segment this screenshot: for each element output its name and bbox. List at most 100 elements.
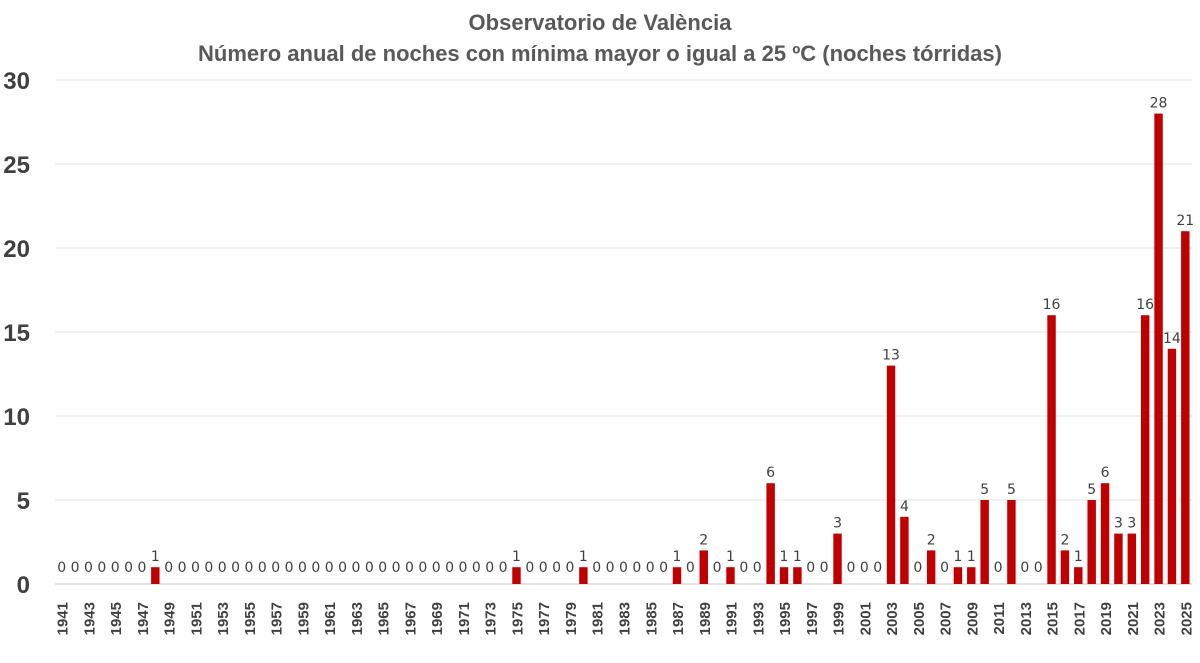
x-tick-label: 1975	[509, 602, 526, 635]
data-label: 0	[713, 560, 722, 576]
data-label: 0	[739, 560, 748, 576]
x-tick-label: 1959	[295, 602, 312, 635]
data-label: 5	[1007, 482, 1016, 498]
data-label: 1	[726, 549, 735, 565]
gridlines	[55, 79, 1192, 585]
x-tick-label: 1961	[322, 602, 339, 635]
bar	[779, 567, 789, 584]
data-label: 3	[833, 516, 842, 532]
data-label: 1	[673, 549, 682, 565]
y-tick-label: 30	[3, 68, 30, 95]
data-label: 16	[1136, 297, 1154, 313]
x-tick-label: 2001	[857, 602, 874, 635]
x-tick-label: 1989	[697, 602, 714, 635]
bar	[980, 500, 989, 584]
data-label: 0	[846, 560, 855, 576]
y-tick-label: 0	[17, 572, 30, 599]
data-label: 0	[860, 560, 869, 576]
data-label: 14	[1163, 331, 1181, 347]
x-tick-label: 1963	[349, 602, 366, 635]
data-label: 0	[84, 560, 93, 576]
x-tick-label: 1995	[777, 602, 794, 635]
data-label: 1	[780, 549, 789, 565]
x-tick-label: 1993	[750, 602, 767, 635]
data-label: 0	[940, 560, 949, 576]
x-tick-label: 1977	[536, 602, 553, 635]
x-tick-label: 2015	[1045, 602, 1062, 635]
bar	[1114, 533, 1123, 584]
x-tick-label: 1955	[242, 602, 259, 635]
data-label: 0	[392, 560, 401, 576]
data-label: 0	[873, 560, 882, 576]
x-tick-label: 1965	[376, 602, 393, 635]
data-label: 1	[579, 549, 588, 565]
bar	[833, 533, 842, 584]
bar	[1074, 567, 1083, 584]
bar	[699, 550, 708, 584]
chart-title: Observatorio de València	[469, 10, 733, 35]
x-tick-label: 1983	[617, 602, 634, 635]
x-tick-label: 2007	[938, 602, 955, 635]
data-label: 0	[1020, 560, 1029, 576]
data-label: 0	[124, 560, 133, 576]
x-tick-label: 1953	[215, 602, 232, 635]
x-tick-label: 1957	[269, 602, 286, 635]
x-tick-label: 1999	[831, 602, 848, 635]
data-label: 1	[953, 549, 962, 565]
data-label: 13	[882, 348, 900, 364]
data-label: 0	[204, 560, 213, 576]
data-label: 0	[619, 560, 628, 576]
bar	[579, 567, 588, 584]
x-tick-label: 2013	[1018, 602, 1035, 635]
data-label: 0	[445, 560, 454, 576]
data-label: 1	[1074, 549, 1083, 565]
x-tick-label: 1945	[108, 602, 125, 635]
x-tick-label: 1951	[188, 602, 205, 635]
bar	[926, 550, 936, 584]
data-label: 16	[1043, 297, 1061, 313]
bar	[151, 567, 160, 584]
data-label: 0	[820, 560, 829, 576]
bar	[1047, 315, 1056, 584]
data-label: 1	[793, 549, 802, 565]
data-label: 0	[325, 560, 334, 576]
data-label: 0	[352, 560, 361, 576]
data-label: 0	[686, 560, 695, 576]
y-axis: 0 5 10 15 20 25 30	[3, 68, 30, 599]
data-label: 0	[646, 560, 655, 576]
data-label: 0	[525, 560, 534, 576]
data-label: 0	[298, 560, 307, 576]
bar	[793, 567, 802, 584]
data-label: 0	[632, 560, 641, 576]
data-label: 21	[1176, 213, 1194, 229]
x-tick-label: 1967	[402, 602, 419, 635]
x-tick-label: 1979	[563, 602, 580, 635]
x-axis: 1941 1943 1945 1947 1949 1951 1953 1955 1957 1959…	[55, 602, 1196, 635]
data-label: 6	[1101, 465, 1110, 481]
data-label: 1	[151, 549, 160, 565]
bar	[967, 567, 976, 584]
data-label: 0	[994, 560, 1003, 576]
data-label: 0	[57, 560, 66, 576]
x-tick-label: 1949	[162, 602, 179, 635]
bar	[1181, 231, 1190, 584]
data-label: 0	[539, 560, 548, 576]
bars	[151, 113, 1190, 584]
bar	[900, 516, 909, 584]
x-tick-label: 2017	[1071, 602, 1088, 635]
y-tick-label: 20	[3, 236, 30, 263]
x-tick-label: 2009	[964, 602, 981, 635]
data-label: 3	[1127, 516, 1136, 532]
x-tick-label: 1985	[643, 602, 660, 635]
data-label: 0	[244, 560, 253, 576]
data-label: 0	[378, 560, 387, 576]
data-label: 0	[606, 560, 615, 576]
bar	[1087, 500, 1096, 584]
bar	[1154, 113, 1163, 584]
data-label: 0	[271, 560, 280, 576]
data-label: 0	[405, 560, 414, 576]
bar	[886, 365, 896, 584]
x-tick-label: 2011	[991, 602, 1008, 635]
bar	[953, 567, 963, 584]
